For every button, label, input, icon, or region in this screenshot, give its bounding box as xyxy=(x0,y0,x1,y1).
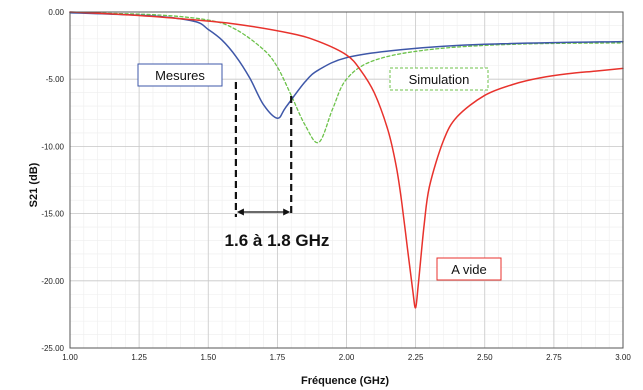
empty-label: A vide xyxy=(451,262,486,277)
y-tick-label: -15.00 xyxy=(41,210,64,219)
range-markers xyxy=(234,82,293,217)
x-tick-label: 1.25 xyxy=(131,353,147,362)
y-tick-label: -5.00 xyxy=(46,75,65,84)
tick-labels: 1.00 1.25 1.50 1.75 2.00 2.25 2.50 2.75 3.00 0.00… xyxy=(41,8,631,362)
simulation-label: Simulation xyxy=(409,72,470,87)
x-tick-label: 2.50 xyxy=(477,353,493,362)
empty-label-box xyxy=(436,257,502,281)
series-line-a-vide xyxy=(69,11,624,309)
x-tick-label: 1.50 xyxy=(200,353,216,362)
measures-label: Mesures xyxy=(155,68,205,83)
y-tick-label: -20.00 xyxy=(41,277,64,286)
plot-frame xyxy=(69,11,624,349)
range-arrow-left-head xyxy=(236,208,244,216)
range-label: 1.6 à 1.8 GHz xyxy=(225,231,330,250)
simulation-label-box xyxy=(389,67,489,91)
range-arrow-right-head xyxy=(283,208,291,216)
x-tick-label: 2.00 xyxy=(339,353,355,362)
measures-label-box xyxy=(137,63,223,87)
x-tick-label: 3.00 xyxy=(615,353,631,362)
series-line-mesures xyxy=(69,11,624,119)
y-tick-label: -25.00 xyxy=(41,344,64,353)
series-layer xyxy=(69,11,624,309)
y-tick-label: -10.00 xyxy=(41,142,64,151)
x-axis-title: Fréquence (GHz) xyxy=(301,375,389,387)
y-axis-title: S21 (dB) xyxy=(28,162,40,207)
x-tick-label: 1.75 xyxy=(270,353,286,362)
x-tick-label: 1.00 xyxy=(62,353,78,362)
x-tick-label: 2.25 xyxy=(408,353,424,362)
y-tick-label: 0.00 xyxy=(48,8,64,17)
x-tick-label: 2.75 xyxy=(546,353,562,362)
